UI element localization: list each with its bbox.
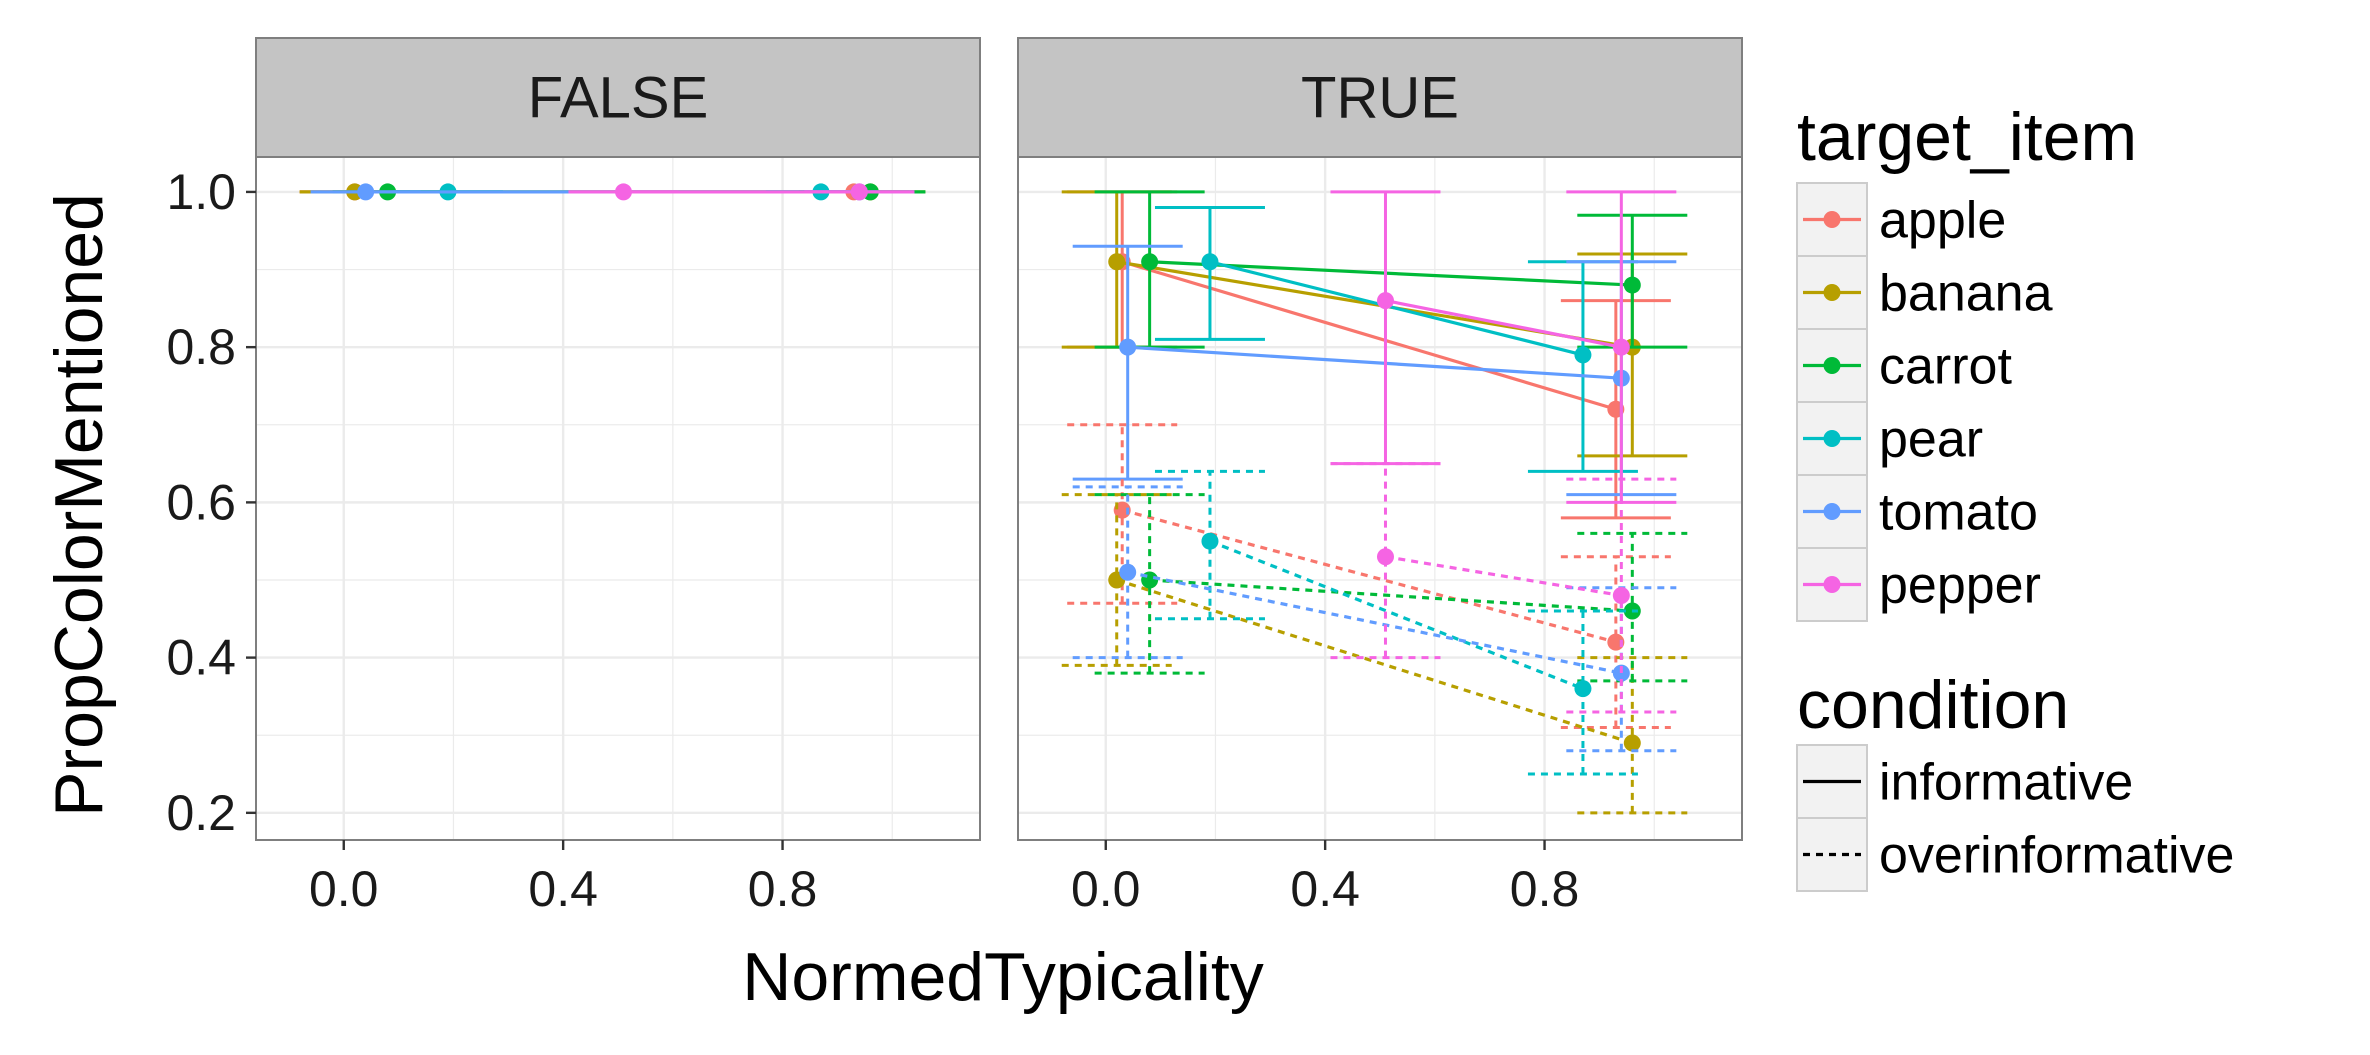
data-point [614, 183, 632, 201]
data-point [1376, 548, 1394, 566]
series-line [1385, 555, 1622, 598]
legend-label: overinformative [1879, 827, 2234, 885]
series-line [1121, 260, 1617, 411]
legend-entry-pepper: pepper [1796, 547, 2041, 622]
legend-entry-tomato: tomato [1796, 474, 2038, 549]
data-point [850, 183, 868, 201]
legend-title: target_item [1797, 99, 2137, 175]
legend-key-point [1823, 284, 1841, 301]
legend-entry-banana: banana [1796, 255, 2053, 330]
series-line [1127, 570, 1622, 675]
facet-panel-false: FALSE 0.0 0.4 0.8 [255, 37, 981, 917]
facet-strip-label: TRUE [1301, 66, 1459, 131]
axes-layer: NormedTypicality PropColorMentioned 0.20… [41, 164, 1264, 1015]
data-point [357, 183, 375, 201]
panel-border [255, 156, 981, 841]
series-carrot-overinformative [1094, 493, 1688, 683]
series-line [1209, 539, 1584, 691]
data-point [1612, 664, 1630, 682]
data-point [1119, 338, 1137, 356]
y-tick-label: 0.6 [166, 474, 236, 530]
x-axis-title: NormedTypicality [742, 939, 1264, 1015]
series-group [299, 183, 926, 201]
legend-entry-apple: apple [1796, 182, 2006, 257]
legend-label: tomato [1879, 484, 2038, 542]
legend-label: apple [1879, 192, 2006, 250]
legend-condition: condition informative overinformative [1796, 667, 2234, 892]
legend-entry-pear: pear [1796, 401, 1983, 476]
legend-key-point [1823, 430, 1841, 447]
series-group [1061, 190, 1688, 815]
legend-key-point [1823, 503, 1841, 520]
facet-panel-true: TRUE 0.0 0.4 0.8 [1017, 37, 1743, 917]
series-line [1385, 299, 1622, 349]
panel-background [256, 157, 980, 840]
data-point [1108, 253, 1126, 271]
data-point [1623, 276, 1641, 294]
y-axis-title: PropColorMentioned [41, 193, 117, 817]
data-point [1623, 734, 1641, 752]
legend-entry-carrot: carrot [1796, 328, 2012, 403]
data-point [1119, 563, 1137, 581]
legend-entry-informative: informative [1796, 744, 2133, 819]
legend-entry-overinformative: overinformative [1796, 817, 2234, 892]
legend-key-point [1823, 211, 1841, 228]
data-point [1376, 292, 1394, 310]
data-point [1612, 587, 1630, 605]
x-tick-label: 0.4 [528, 861, 598, 917]
series-pepper-overinformative [1330, 462, 1677, 714]
legend-label: informative [1879, 754, 2133, 812]
data-point [1201, 253, 1219, 271]
data-point [1201, 532, 1219, 550]
y-tick-label: 1.0 [166, 164, 236, 220]
x-tick-label: 0.8 [748, 861, 818, 917]
series-line [1149, 578, 1633, 613]
y-tick-label: 0.8 [166, 319, 236, 375]
panel-border [1017, 156, 1743, 841]
data-point [1574, 346, 1592, 364]
x-tick-label: 0.0 [309, 861, 379, 917]
x-tick-label: 0.0 [1071, 861, 1141, 917]
facet-strip-label: FALSE [528, 66, 709, 131]
facet-strip [1017, 37, 1743, 158]
y-axis: 0.2 0.4 0.6 0.8 1.0 [166, 164, 256, 841]
series-pepper-informative [1330, 190, 1677, 504]
legend-label: carrot [1879, 338, 2012, 396]
legend-title: condition [1797, 667, 2069, 743]
legend-label: pear [1879, 411, 1983, 469]
legend-key-point [1823, 576, 1841, 593]
data-point [1574, 680, 1592, 698]
series-pear-overinformative [1154, 469, 1638, 776]
facet-strip [255, 37, 981, 158]
panels-layer: FALSE 0.0 0.4 0.8 TRUE 0.0 0.4 0.8 [255, 37, 1743, 917]
y-tick-label: 0.4 [166, 630, 236, 686]
x-tick-label: 0.8 [1510, 861, 1580, 917]
data-point [1141, 253, 1159, 271]
grid-lines [256, 157, 980, 840]
legend-key-point [1823, 357, 1841, 374]
series-line [1209, 260, 1584, 357]
series-pepper-informative [568, 183, 915, 201]
legend-label: pepper [1879, 557, 2041, 615]
x-tick-label: 0.4 [1290, 861, 1360, 917]
y-tick-label: 0.2 [166, 785, 236, 841]
data-point [1612, 338, 1630, 356]
series-line [1127, 345, 1622, 380]
legend-label: banana [1879, 265, 2053, 323]
